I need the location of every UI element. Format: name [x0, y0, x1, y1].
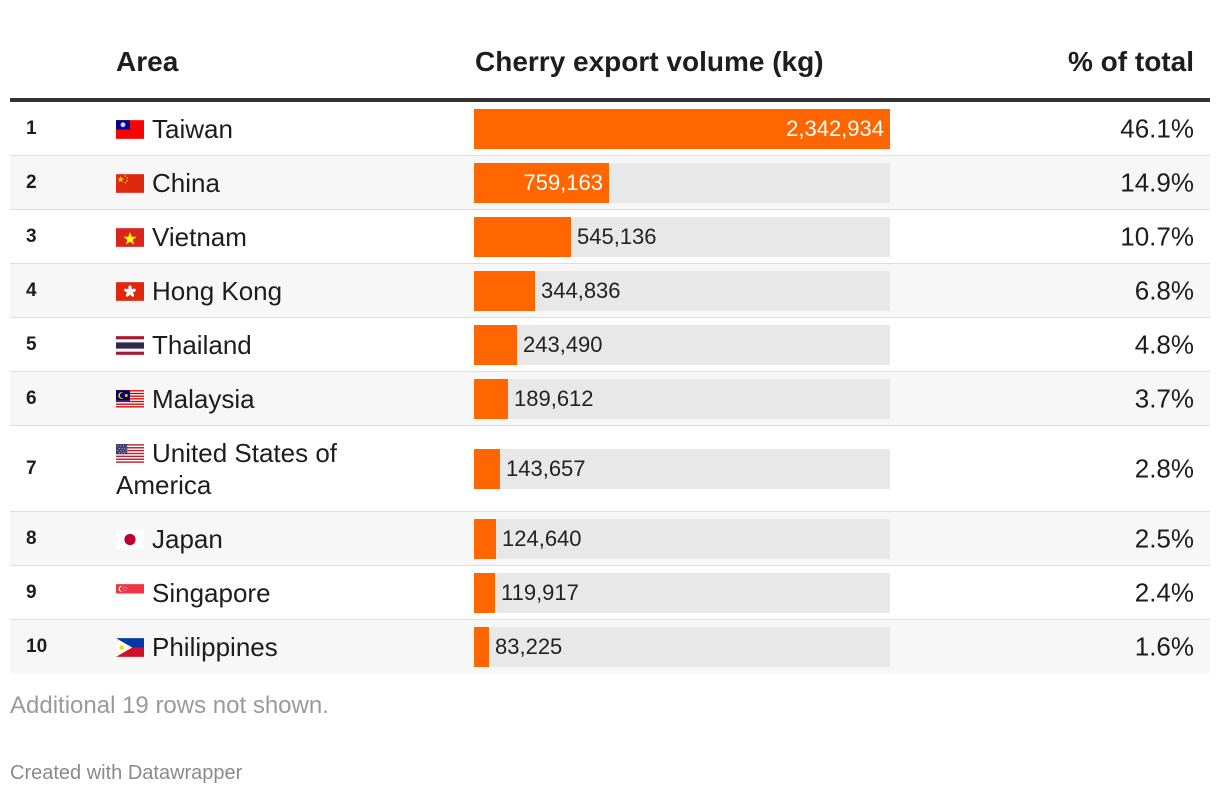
area-name: Japan: [152, 523, 223, 554]
bar-value-label: 759,163: [523, 169, 603, 195]
bar-track: 243,490: [474, 324, 890, 365]
row-percent: 2.8%: [1134, 453, 1194, 483]
bar-track: 2,342,934: [474, 108, 890, 149]
rows-hidden-note: Additional 19 rows not shown.: [10, 692, 329, 719]
datawrapper-credit[interactable]: Created with Datawrapper: [10, 762, 243, 784]
area-name: Malaysia: [152, 383, 255, 414]
row-area: Thailand: [116, 329, 366, 361]
area-name: United States of America: [116, 437, 337, 500]
row-percent: 3.7%: [1134, 383, 1194, 413]
bar-value-label: 124,640: [502, 525, 582, 551]
bar-value-label: 243,490: [523, 331, 603, 357]
bar-value-label: 344,836: [541, 277, 621, 303]
hong-kong-flag-icon: [116, 281, 144, 301]
bar-value-label: 119,917: [501, 579, 579, 605]
table-row: 10 Philippines 83,225 1.6%: [10, 620, 1210, 674]
bar[interactable]: [474, 378, 508, 419]
row-rank: 1: [26, 117, 37, 139]
bar-value-label: 545,136: [577, 223, 657, 249]
bar-track: 83,225: [474, 627, 890, 667]
taiwan-flag-icon: [116, 119, 144, 139]
row-percent: 4.8%: [1134, 329, 1194, 359]
row-rank: 9: [26, 581, 37, 603]
malaysia-flag-icon: [116, 389, 144, 409]
column-header-volume[interactable]: Cherry export volume (kg): [475, 46, 824, 77]
row-percent: 6.8%: [1134, 275, 1194, 305]
row-percent: 46.1%: [1120, 113, 1194, 143]
bar[interactable]: [474, 216, 571, 257]
row-rank: 3: [26, 225, 37, 247]
row-rank: 4: [26, 279, 37, 301]
row-rank: 10: [26, 636, 48, 657]
table-row: 2 China 759,163 14.9%: [10, 156, 1210, 210]
china-flag-icon: [116, 173, 144, 193]
bar-value-label: 2,342,934: [786, 115, 884, 141]
row-area: Philippines: [116, 631, 366, 663]
table-row: 5 Thailand 243,490 4.8%: [10, 318, 1210, 372]
bar-track: 143,657: [474, 448, 890, 489]
row-area: Malaysia: [116, 383, 366, 415]
bar-track: 759,163: [474, 162, 890, 203]
philippines-flag-icon: [116, 638, 144, 657]
row-area: Japan: [116, 523, 366, 555]
row-area: United States of America: [116, 437, 366, 501]
area-name: Taiwan: [152, 113, 233, 144]
row-percent: 1.6%: [1134, 631, 1194, 662]
row-area: Singapore: [116, 577, 366, 609]
table-row: 4 Hong Kong 344,836 6.8%: [10, 264, 1210, 318]
bar[interactable]: [474, 572, 495, 613]
row-percent: 2.4%: [1134, 577, 1194, 607]
column-header-area[interactable]: Area: [116, 46, 179, 77]
area-name: Philippines: [152, 632, 278, 662]
bar[interactable]: [474, 324, 517, 365]
row-rank: 8: [26, 527, 37, 549]
thailand-flag-icon: [116, 335, 144, 355]
header-divider: [10, 98, 1210, 102]
bar[interactable]: [474, 108, 890, 149]
japan-flag-icon: [116, 529, 144, 549]
area-name: Vietnam: [152, 221, 247, 252]
bar-track: 344,836: [474, 270, 890, 311]
area-name: China: [152, 167, 220, 198]
bar[interactable]: [474, 448, 500, 489]
bar-track: 119,917: [474, 572, 890, 613]
row-area: Hong Kong: [116, 275, 366, 307]
area-name: Singapore: [152, 577, 271, 608]
row-area: China: [116, 167, 366, 199]
table-row: 9 Singapore 119,917 2.4%: [10, 566, 1210, 620]
row-rank: 5: [26, 333, 37, 355]
table-row: 3 Vietnam 545,136 10.7%: [10, 210, 1210, 264]
bar-value-label: 83,225: [495, 634, 563, 659]
row-percent: 2.5%: [1134, 523, 1194, 553]
row-rank: 7: [26, 457, 37, 479]
bar[interactable]: [474, 162, 609, 203]
bar-value-label: 143,657: [506, 455, 586, 481]
row-rank: 6: [26, 387, 37, 409]
bar-track: 545,136: [474, 216, 890, 257]
bar-track: 189,612: [474, 378, 890, 419]
bar[interactable]: [474, 518, 496, 559]
vietnam-flag-icon: [116, 227, 144, 247]
row-area: Taiwan: [116, 113, 366, 145]
usa-flag-icon: [116, 443, 144, 463]
table-row: 8 Japan 124,640 2.5%: [10, 512, 1210, 566]
table-row: 1 Taiwan 2,342,934 46.1%: [10, 102, 1210, 156]
area-name: Thailand: [152, 329, 252, 360]
row-percent: 10.7%: [1120, 221, 1194, 251]
row-area: Vietnam: [116, 221, 366, 253]
row-rank: 2: [26, 171, 37, 193]
row-percent: 14.9%: [1120, 167, 1194, 197]
singapore-flag-icon: [116, 583, 144, 603]
area-name: Hong Kong: [152, 275, 283, 306]
column-header-percent[interactable]: % of total: [1068, 46, 1194, 77]
bar-value-label: 189,612: [514, 385, 594, 411]
table-row: 7 United States of America 143,657 2.8%: [10, 426, 1210, 512]
bar-track: 124,640: [474, 518, 890, 559]
table-row: 6 Malaysia 189,612 3.7%: [10, 372, 1210, 426]
table-header: Area Cherry export volume (kg) % of tota…: [10, 0, 1210, 98]
bar[interactable]: [474, 270, 535, 311]
table-body: 1 Taiwan 2,342,934 46.1% 2 China 759,163 14.9% 3…: [10, 102, 1210, 674]
bar[interactable]: [474, 627, 489, 667]
